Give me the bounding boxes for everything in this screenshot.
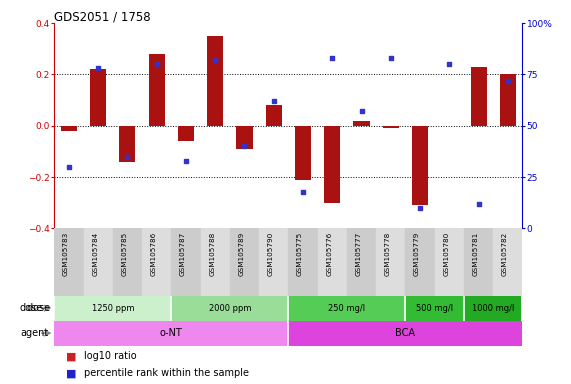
Text: 1250 ppm: 1250 ppm — [91, 304, 134, 313]
Bar — [295, 126, 311, 180]
Bar — [405, 296, 464, 321]
Bar — [405, 228, 435, 296]
Bar — [171, 296, 288, 321]
Text: GSM105781: GSM105781 — [473, 232, 478, 276]
Point — [182, 157, 191, 164]
Text: GSM105785: GSM105785 — [122, 232, 127, 276]
Point — [94, 65, 103, 71]
Text: GSM105788: GSM105788 — [209, 232, 215, 276]
Bar — [236, 126, 252, 149]
Bar — [412, 126, 428, 205]
Bar — [61, 126, 77, 131]
Text: GSM105787: GSM105787 — [180, 232, 186, 276]
Text: GSM105778: GSM105778 — [385, 232, 391, 276]
Bar — [113, 228, 142, 296]
Text: GSM105783: GSM105783 — [63, 232, 69, 276]
Point — [328, 55, 337, 61]
Bar — [288, 296, 405, 321]
Bar — [464, 228, 493, 296]
Point — [474, 201, 483, 207]
Bar — [148, 54, 164, 126]
Bar — [353, 121, 369, 126]
Text: ■: ■ — [66, 351, 76, 361]
Bar — [347, 228, 376, 296]
Text: GSM105776: GSM105776 — [326, 232, 332, 276]
Point — [416, 205, 425, 211]
Bar — [54, 321, 288, 346]
Text: log10 ratio: log10 ratio — [84, 351, 136, 361]
Point — [299, 189, 308, 195]
Text: dose: dose — [27, 303, 53, 313]
Text: BCA: BCA — [395, 328, 416, 338]
Text: GSM105789: GSM105789 — [239, 232, 244, 276]
Bar — [471, 67, 486, 126]
Point — [211, 57, 220, 63]
Bar — [435, 228, 464, 296]
Point — [445, 61, 454, 67]
Point — [65, 164, 74, 170]
Bar — [259, 228, 288, 296]
Point — [152, 61, 161, 67]
Text: 2000 ppm: 2000 ppm — [208, 304, 251, 313]
Bar — [83, 228, 112, 296]
Point — [123, 154, 132, 160]
Bar — [178, 126, 194, 141]
Text: ■: ■ — [66, 368, 76, 378]
Bar — [119, 126, 135, 162]
Bar — [288, 228, 317, 296]
Text: 500 mg/l: 500 mg/l — [416, 304, 453, 313]
Bar — [207, 36, 223, 126]
Text: GSM105786: GSM105786 — [151, 232, 156, 276]
Point — [386, 55, 395, 61]
Text: GSM105775: GSM105775 — [297, 232, 303, 276]
Text: GSM105777: GSM105777 — [356, 232, 361, 276]
Bar — [324, 126, 340, 203]
Text: GSM105782: GSM105782 — [502, 232, 508, 276]
Text: GSM105784: GSM105784 — [92, 232, 98, 276]
Point — [269, 98, 278, 104]
Text: percentile rank within the sample: percentile rank within the sample — [84, 368, 249, 378]
Text: 1000 mg/l: 1000 mg/l — [472, 304, 514, 313]
Bar — [142, 228, 171, 296]
Bar — [90, 69, 106, 126]
Text: GSM105790: GSM105790 — [268, 232, 274, 276]
Bar — [317, 228, 347, 296]
Text: o-NT: o-NT — [160, 328, 183, 338]
Point — [240, 143, 249, 149]
Bar — [266, 105, 282, 126]
Bar — [288, 321, 522, 346]
Bar — [54, 228, 83, 296]
Text: dose: dose — [20, 303, 43, 313]
Point — [503, 78, 512, 84]
Text: agent: agent — [20, 328, 48, 338]
Text: 250 mg/l: 250 mg/l — [328, 304, 365, 313]
Bar — [493, 228, 522, 296]
Bar — [200, 228, 230, 296]
Text: GSM105779: GSM105779 — [414, 232, 420, 276]
Bar — [383, 126, 399, 128]
Text: GDS2051 / 1758: GDS2051 / 1758 — [54, 10, 151, 23]
Bar — [376, 228, 405, 296]
Text: GSM105780: GSM105780 — [443, 232, 449, 276]
Point — [357, 108, 366, 114]
Bar — [230, 228, 259, 296]
Bar — [464, 296, 522, 321]
Bar — [54, 296, 171, 321]
Bar — [171, 228, 200, 296]
Bar — [500, 74, 516, 126]
